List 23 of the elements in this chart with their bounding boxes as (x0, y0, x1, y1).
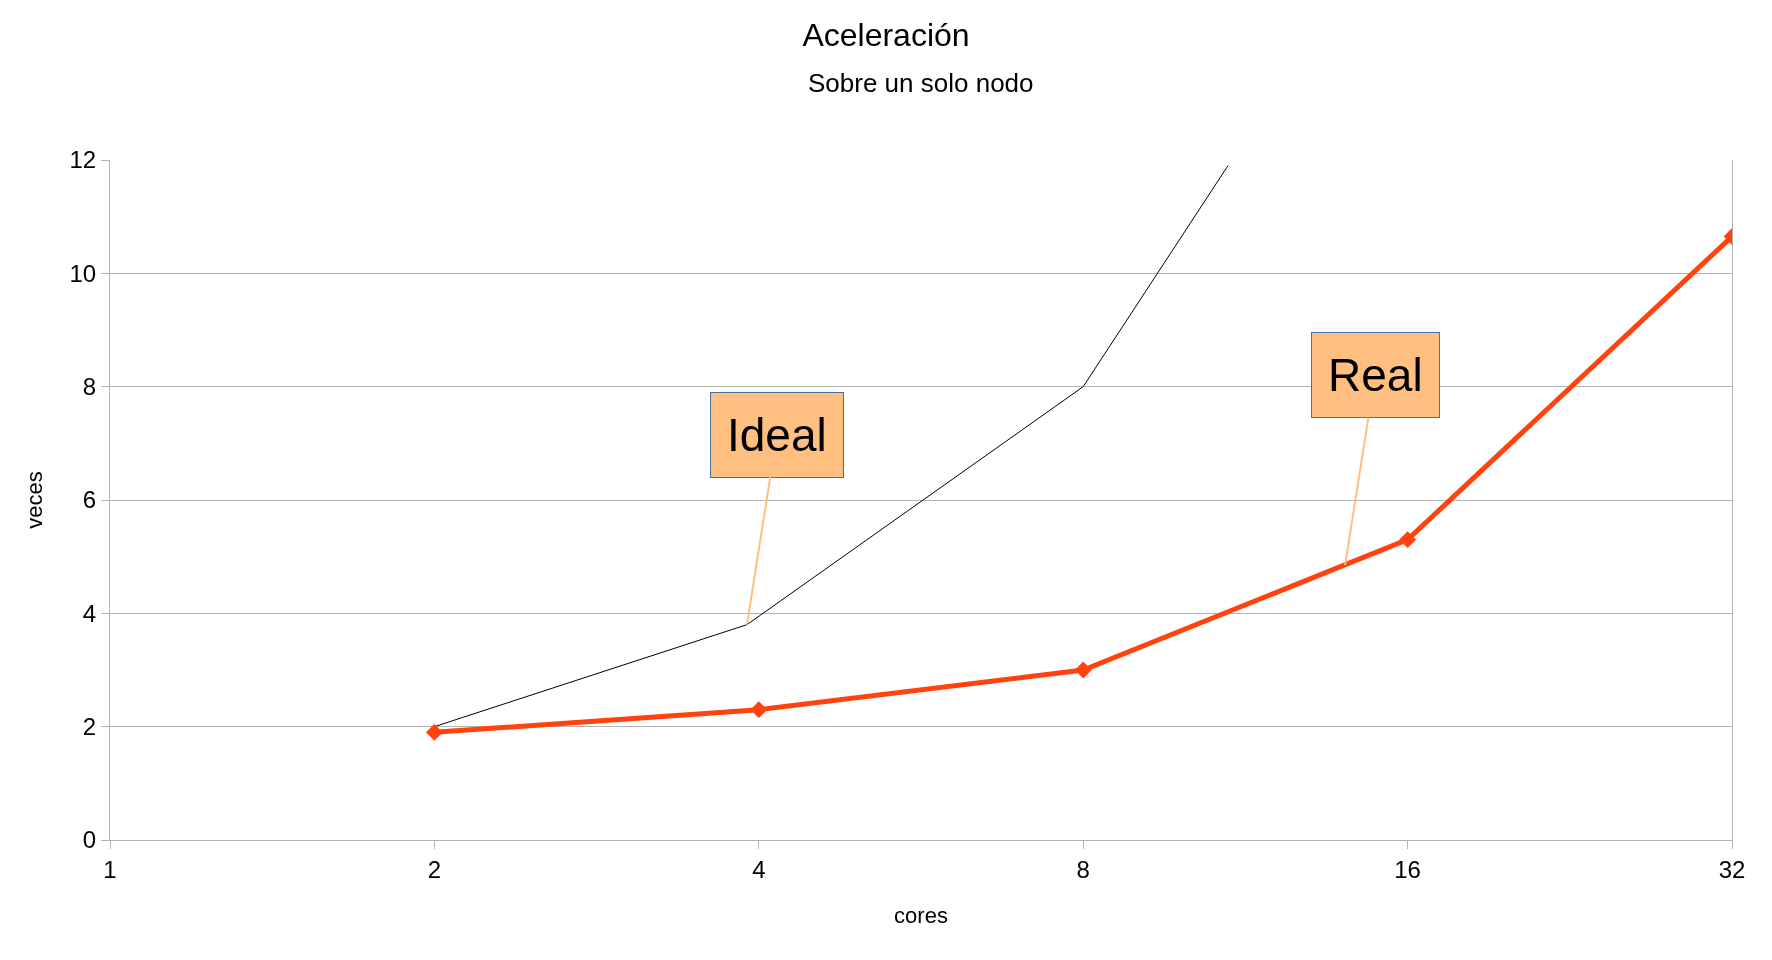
x-tick-label: 2 (427, 855, 442, 883)
point (425, 723, 443, 741)
point (1399, 531, 1417, 549)
y-tick-label: 10 (69, 259, 97, 287)
point (1074, 661, 1092, 679)
x-tick-label: 8 (1076, 855, 1090, 883)
x-tick-label: 4 (752, 855, 766, 883)
y-axis-title: veces (22, 471, 48, 529)
y-tick-label: 6 (82, 486, 97, 514)
y-tick-label: 12 (69, 146, 97, 174)
x-tick-label: 1 (103, 855, 117, 883)
y-tick-label: 0 (82, 826, 97, 854)
y-tick-label: 4 (82, 599, 97, 627)
x-tick-label: 32 (1718, 855, 1746, 883)
annotation: Ideal (727, 409, 827, 461)
y-tick-label: 2 (82, 713, 97, 741)
chart-subtitle: Sobre un solo nodo (808, 68, 1034, 98)
x-axis-title: cores (894, 902, 948, 928)
chart-title: Aceleración (802, 17, 970, 54)
point (750, 701, 768, 719)
annotation: Real (1328, 349, 1423, 401)
y-tick-label: 8 (82, 373, 97, 401)
x-tick-label: 16 (1394, 855, 1421, 883)
